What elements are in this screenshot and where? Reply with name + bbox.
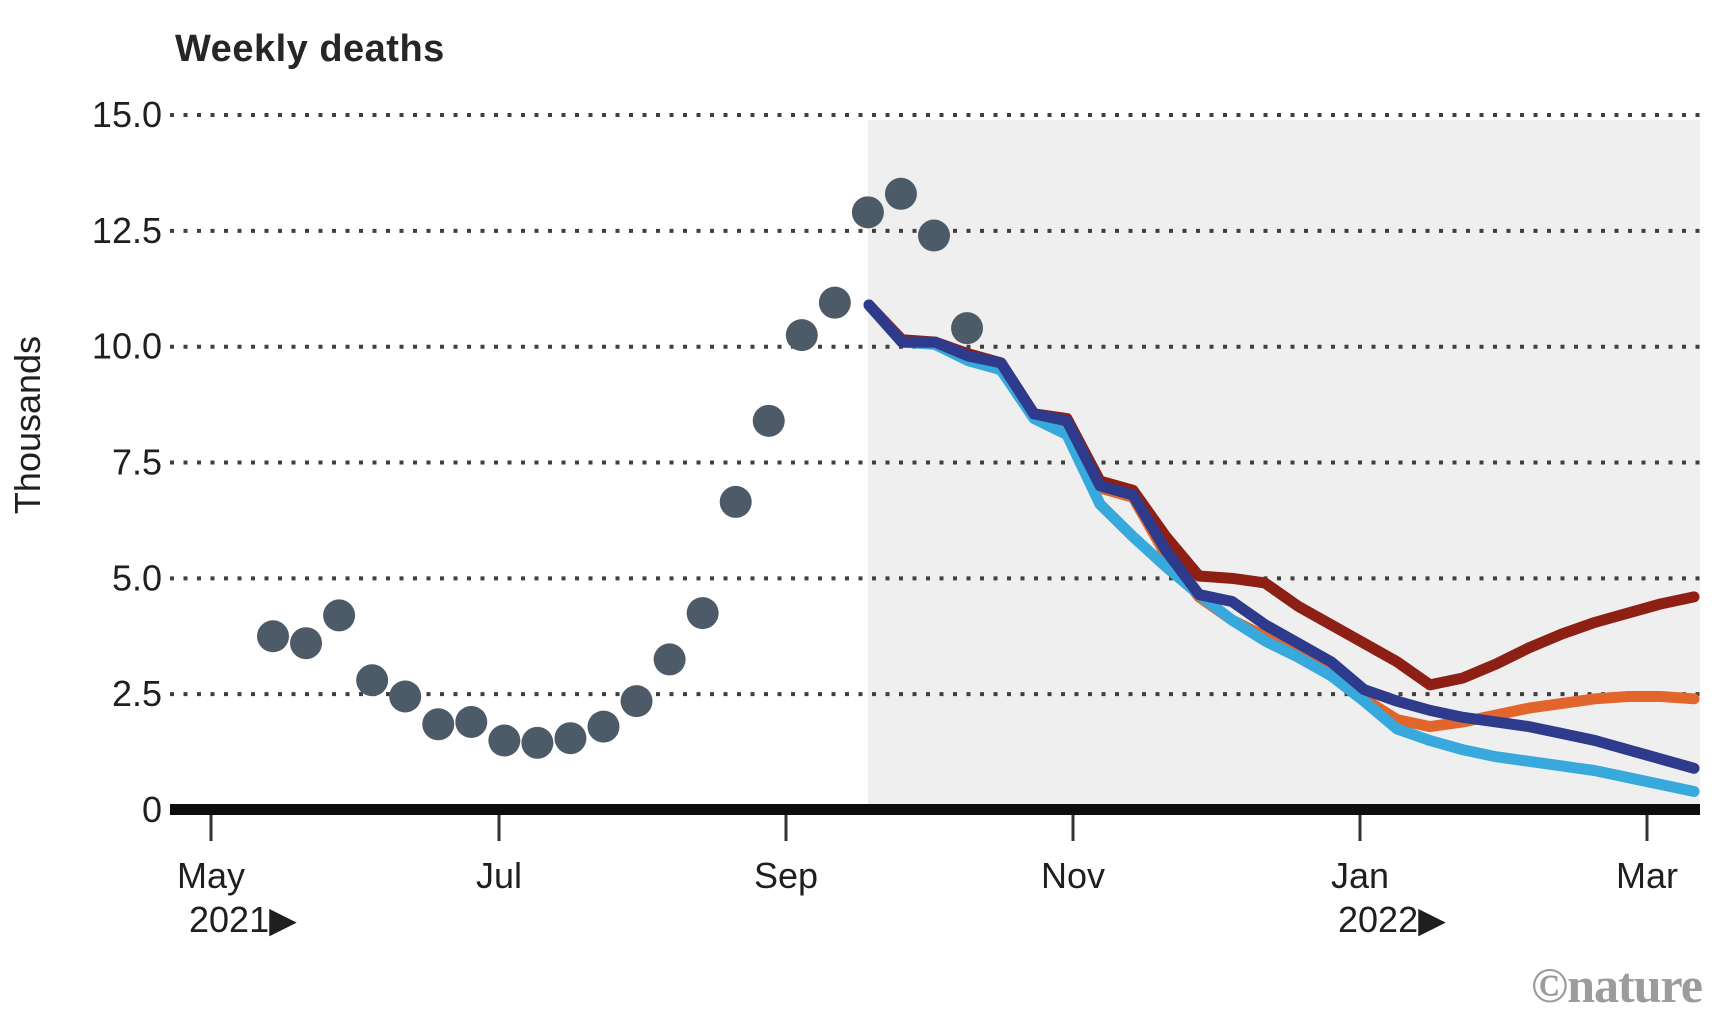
x-tick-label-jul: Jul: [476, 855, 522, 896]
y-tick-label: 0: [142, 789, 162, 830]
scatter-point: [686, 597, 719, 630]
scatter-point: [918, 219, 950, 252]
y-tick-label: 2.5: [112, 673, 162, 714]
scatter-point: [290, 627, 323, 660]
projection-navy-line: [863, 299, 1700, 774]
scatter-point: [554, 722, 587, 755]
scatter-point: [389, 680, 422, 713]
scatter-point: [620, 685, 653, 718]
y-axis-title: Thousands: [7, 335, 48, 515]
scatter-point: [587, 710, 620, 743]
scatter-point: [521, 726, 554, 759]
scatter-point: [422, 708, 455, 741]
scatter-point: [752, 404, 785, 437]
scatter-point: [818, 286, 851, 319]
x-tick-year-label: 2021▶: [189, 899, 297, 940]
y-tick-label: 12.5: [92, 210, 162, 251]
x-tick-label-sep: Sep: [754, 855, 818, 896]
scatter-point: [653, 643, 686, 676]
scatter-point: [356, 664, 389, 697]
x-tick-label-may: May: [177, 855, 245, 896]
scatter-point: [488, 724, 521, 757]
nature-watermark: ©nature: [1530, 957, 1703, 1013]
x-tick-label-mar: Mar: [1616, 855, 1678, 896]
chart-title: Weekly deaths: [175, 28, 445, 70]
y-tick-label: 10.0: [92, 326, 162, 367]
scatter-point: [951, 312, 984, 345]
scatter-point: [257, 620, 289, 653]
scatter-point: [884, 177, 917, 210]
y-tick-label: 15.0: [92, 94, 162, 135]
x-tick-label-nov: Nov: [1041, 855, 1105, 896]
scatter-point: [455, 705, 488, 738]
scatter-point: [851, 196, 884, 229]
scatter-point: [323, 599, 356, 632]
x-axis-line: [170, 804, 1700, 815]
x-tick-label-jan: Jan: [1331, 855, 1389, 896]
scatter-point: [719, 485, 752, 518]
y-tick-label: 7.5: [112, 442, 162, 483]
scatter-point: [785, 319, 818, 352]
x-tick-year-label: 2022▶: [1338, 899, 1446, 940]
y-tick-label: 5.0: [112, 557, 162, 598]
